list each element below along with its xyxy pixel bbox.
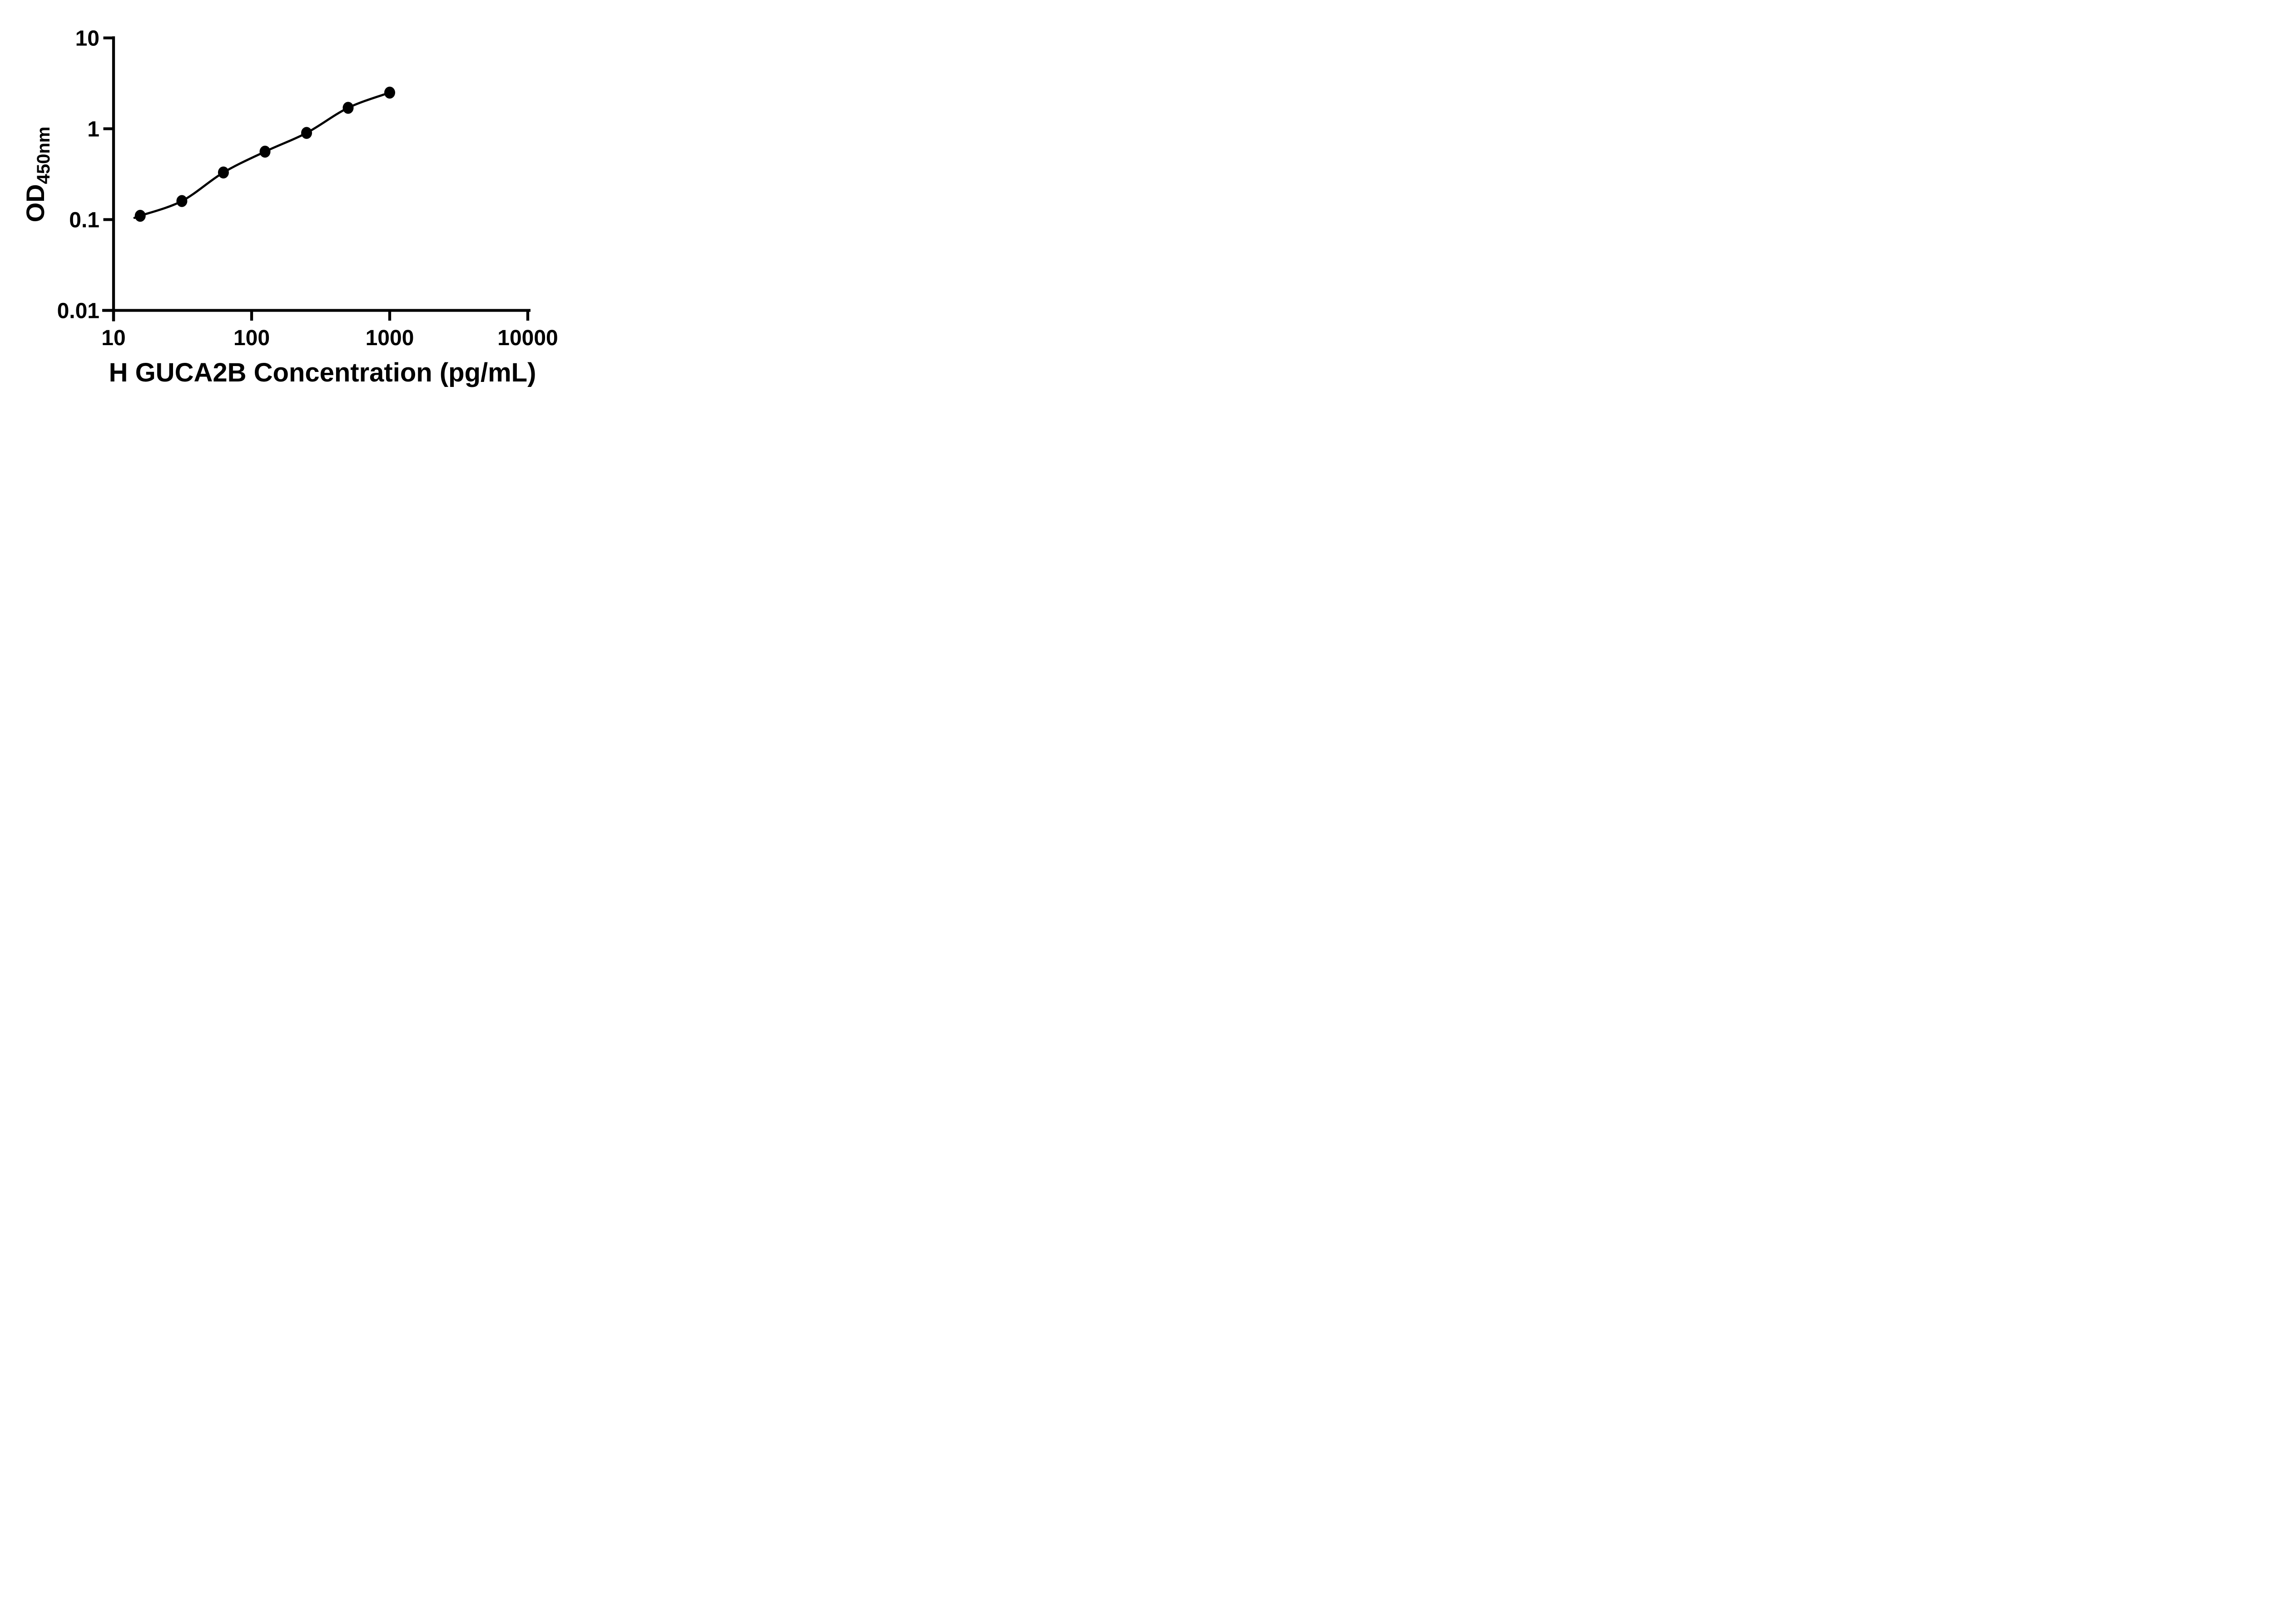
standard-curve-chart: 10 1 0.1 0.01 10 100 1000 10000 H GUCA2B Conce…	[21, 27, 558, 388]
data-point-marker	[342, 102, 354, 114]
y-axis-title: OD450nm	[21, 127, 54, 223]
y-tick-label: 10	[75, 27, 99, 51]
y-tick-label: 0.01	[57, 299, 99, 323]
data-points-group	[134, 86, 395, 222]
elisa-standard-curve-figure: 10 1 0.1 0.01 10 100 1000 10000 H GUCA2B Conce…	[0, 0, 587, 406]
x-axis-ticks: 10 100 1000 10000	[101, 310, 558, 350]
x-tick-label: 10	[101, 326, 125, 350]
data-point-marker	[384, 86, 395, 99]
data-point-marker	[218, 166, 229, 178]
data-point-marker	[176, 195, 188, 207]
x-tick-label: 10000	[497, 326, 558, 350]
data-point-marker	[259, 145, 271, 158]
x-tick-label: 100	[233, 326, 270, 350]
y-axis-title-subscript: 450nm	[34, 127, 54, 184]
x-tick-label: 1000	[366, 326, 414, 350]
fitted-curve-line	[133, 91, 390, 219]
y-tick-label: 1	[87, 118, 99, 142]
plot-area	[133, 86, 395, 222]
y-tick-label: 0.1	[69, 208, 99, 233]
y-axis-title-main: OD	[21, 184, 50, 222]
data-point-marker	[134, 210, 146, 222]
data-point-marker	[301, 127, 312, 139]
y-axis-ticks: 10 1 0.1 0.01	[57, 27, 114, 323]
x-axis-title: H GUCA2B Concentration (pg/mL)	[109, 358, 536, 387]
